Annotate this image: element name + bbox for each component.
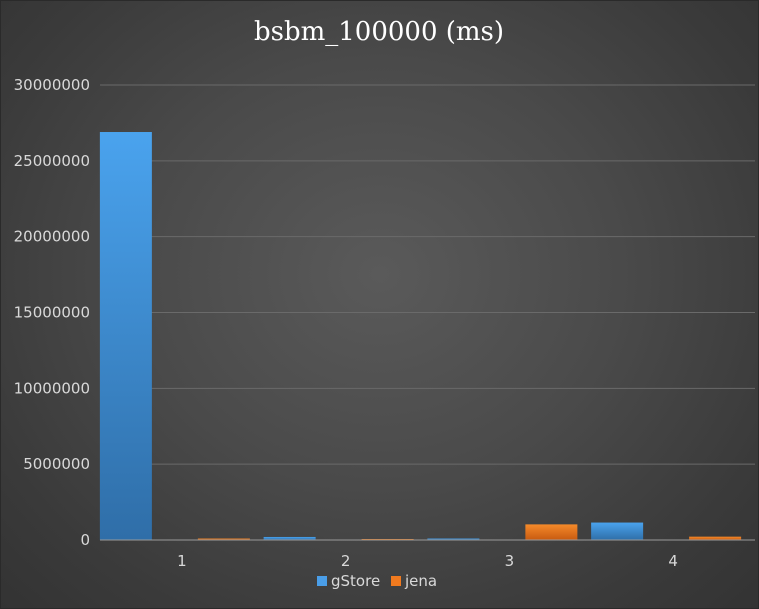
y-tick-label: 0 [80,531,90,549]
y-tick-label: 20000000 [14,228,90,246]
bars [99,132,742,540]
legend-label-jena: jena [404,572,437,590]
legend-label-gstore: gStore [331,572,380,590]
y-tick-label: 10000000 [14,379,90,397]
x-tick-label: 1 [177,552,187,570]
y-tick-label: 25000000 [14,152,90,170]
bar-jena-4 [689,536,742,540]
bar-gstore-4 [591,522,644,540]
x-tick-label: 2 [341,552,351,570]
y-tick-label: 5000000 [23,455,90,473]
gridlines [100,84,755,465]
y-tick-label: 30000000 [14,76,90,94]
x-axis-ticks: 1 2 3 4 [177,552,678,570]
legend-swatch-gstore [317,576,327,586]
bar-gstore-1 [99,132,152,540]
chart-title: bsbm_100000 (ms) [254,17,504,47]
bar-jena-3 [525,524,578,540]
y-axis-ticks: 0 5000000 10000000 15000000 20000000 25000000… [14,76,90,549]
x-tick-label: 4 [668,552,678,570]
legend-swatch-jena [391,576,401,586]
bar-jena-1 [197,538,250,540]
y-tick-label: 15000000 [14,304,90,322]
x-tick-label: 3 [505,552,515,570]
bar-gstore-2 [263,536,316,540]
bar-gstore-3 [427,538,480,540]
legend: gStore jena [317,572,437,590]
